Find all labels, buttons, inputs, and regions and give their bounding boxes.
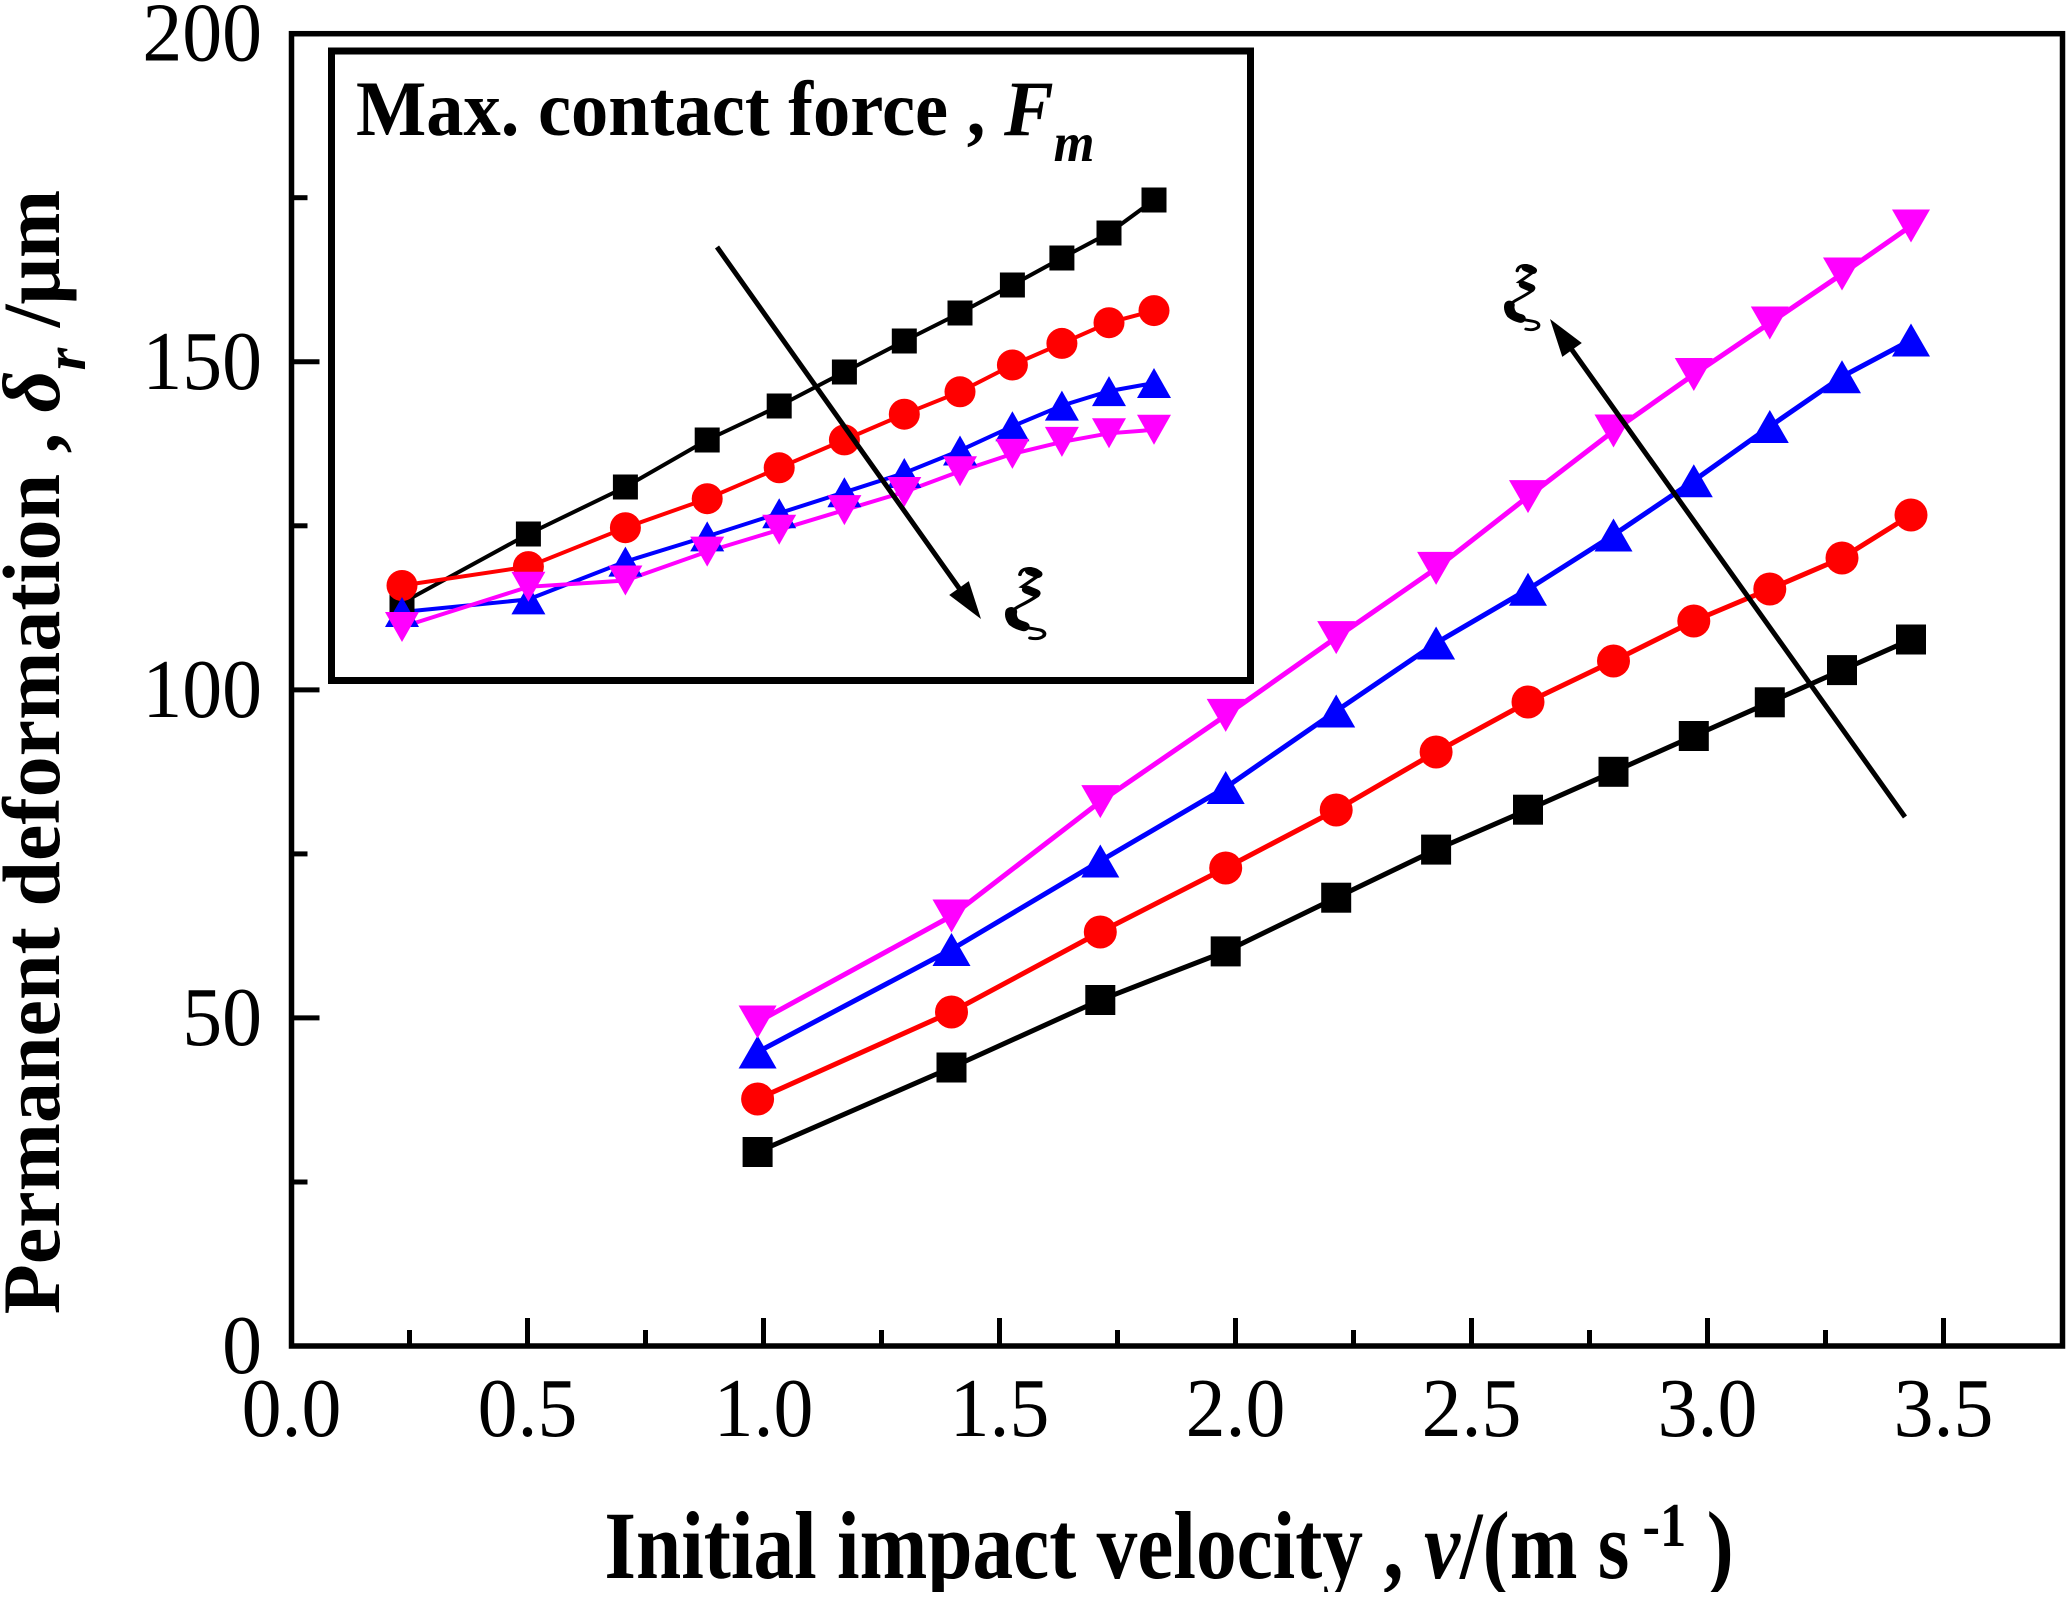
- svg-text:Initial impact velocity , v/(m: Initial impact velocity , v/(m s -1 ): [604, 1492, 1733, 1592]
- svg-text:3.0: 3.0: [1658, 1361, 1758, 1454]
- svg-text:0.5: 0.5: [478, 1361, 578, 1454]
- svg-text:200: 200: [142, 0, 262, 79]
- svg-text:2.0: 2.0: [1186, 1361, 1286, 1454]
- svg-text:3.5: 3.5: [1894, 1361, 1994, 1454]
- svg-text:0: 0: [222, 1298, 262, 1391]
- svg-text:50: 50: [182, 970, 262, 1063]
- svg-text:0.0: 0.0: [242, 1361, 342, 1454]
- svg-text:150: 150: [142, 314, 262, 407]
- svg-text:100: 100: [142, 642, 262, 735]
- svg-text:2.5: 2.5: [1422, 1361, 1522, 1454]
- svg-text:1.5: 1.5: [950, 1361, 1050, 1454]
- svg-text:1.0: 1.0: [714, 1361, 814, 1454]
